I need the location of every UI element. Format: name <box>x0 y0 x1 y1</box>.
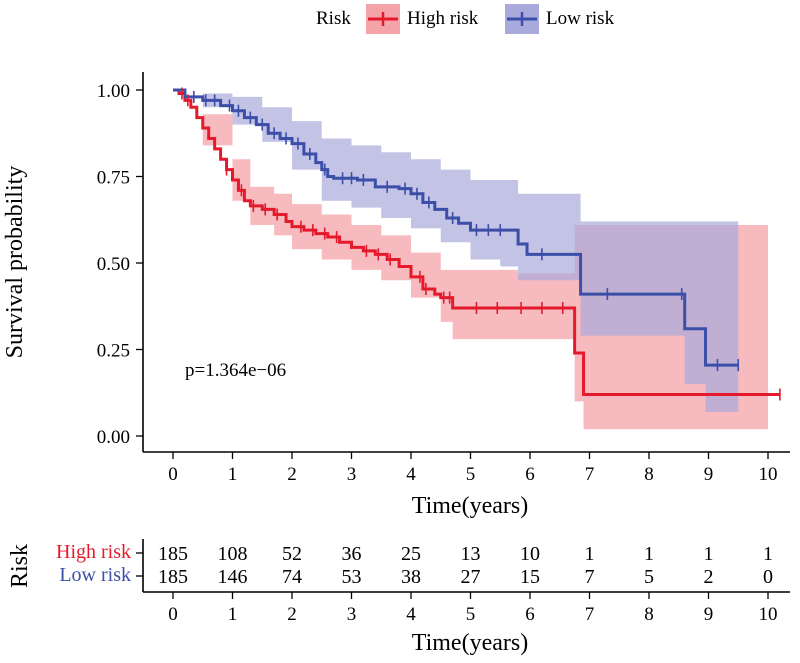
risk-table-ylabel: Risk <box>7 544 33 588</box>
risk-x-tick-label: 8 <box>644 604 654 625</box>
y-tick-label: 1.00 <box>97 81 130 102</box>
risk-x-tick-label: 7 <box>585 604 595 625</box>
x-axis-ticks: 0 1 2 3 4 5 6 7 8 9 10 <box>168 452 778 485</box>
risk-cell: 1 <box>585 543 595 565</box>
risk-cell: 74 <box>282 566 302 588</box>
risk-cell: 108 <box>218 543 248 565</box>
legend-key-high-risk <box>366 4 400 34</box>
risk-x-tick-label: 4 <box>406 604 416 625</box>
ci-band-low-risk <box>173 90 739 412</box>
x-tick-label: 9 <box>704 464 714 485</box>
x-tick-label: 1 <box>228 464 238 485</box>
y-axis-ticks: 0.00 0.25 0.50 0.75 1.00 <box>97 81 143 448</box>
x-tick-label: 0 <box>168 464 178 485</box>
risk-x-tick-label: 9 <box>704 604 714 625</box>
x-tick-label: 7 <box>585 464 595 485</box>
risk-cell: 1 <box>763 543 773 565</box>
ci-band-high-risk <box>173 90 768 430</box>
x-tick-label: 5 <box>466 464 476 485</box>
risk-row-label-high: High risk <box>56 541 131 563</box>
legend-key-low-risk <box>505 4 539 34</box>
risk-cell: 185 <box>158 543 188 565</box>
risk-x-tick-label: 1 <box>228 604 238 625</box>
risk-cell: 15 <box>520 566 540 588</box>
legend-title: Risk <box>316 8 351 29</box>
risk-x-tick-label: 0 <box>168 604 178 625</box>
risk-cell: 7 <box>585 566 595 588</box>
risk-cell: 185 <box>158 566 188 588</box>
legend: Risk High risk Low risk <box>316 4 615 34</box>
censor-marks <box>181 87 781 401</box>
survival-curves <box>173 88 780 396</box>
x-tick-label: 4 <box>406 464 416 485</box>
risk-cell: 25 <box>401 543 421 565</box>
risk-cell: 1 <box>704 543 714 565</box>
risk-cell: 27 <box>461 566 481 588</box>
risk-cell: 38 <box>401 566 421 588</box>
x-tick-label: 2 <box>287 464 297 485</box>
risk-cell: 0 <box>763 566 773 588</box>
x-tick-label: 10 <box>759 464 778 485</box>
legend-label-high-risk: High risk <box>407 8 479 29</box>
x-tick-label: 8 <box>644 464 654 485</box>
survival-curve-low-risk <box>173 88 739 367</box>
confidence-bands <box>173 90 768 430</box>
risk-cell: 52 <box>282 543 302 565</box>
y-tick-label: 0.50 <box>97 254 130 275</box>
risk-table-x-ticks: 0 1 2 3 4 5 6 7 8 9 10 <box>168 592 778 625</box>
risk-cell: 1 <box>644 543 654 565</box>
risk-cell: 146 <box>218 566 248 588</box>
risk-cell: 36 <box>342 543 362 565</box>
y-tick-label: 0.25 <box>97 341 130 362</box>
x-tick-label: 6 <box>525 464 535 485</box>
risk-row-label-low: Low risk <box>59 564 131 586</box>
risk-cell: 10 <box>520 543 540 565</box>
p-value-annotation: p=1.364e−06 <box>185 360 286 381</box>
risk-x-tick-label: 6 <box>525 604 535 625</box>
x-axis-title: Time(years) <box>412 493 528 519</box>
risk-table: Risk High risk Low risk 185 108 52 36 25 13 10… <box>7 539 790 656</box>
risk-cell: 2 <box>704 566 714 588</box>
survival-curve-high-risk <box>173 88 780 396</box>
y-axis-title: Survival probability <box>2 166 28 359</box>
risk-x-tick-label: 2 <box>287 604 297 625</box>
y-tick-label: 0.00 <box>97 427 130 448</box>
x-tick-label: 3 <box>347 464 357 485</box>
risk-x-tick-label: 3 <box>347 604 357 625</box>
risk-table-xlabel: Time(years) <box>412 630 528 656</box>
risk-cell: 13 <box>461 543 481 565</box>
risk-cell: 5 <box>644 566 654 588</box>
y-tick-label: 0.75 <box>97 168 130 189</box>
risk-x-tick-label: 10 <box>759 604 778 625</box>
risk-cell: 53 <box>342 566 362 588</box>
legend-label-low-risk: Low risk <box>546 8 615 29</box>
risk-x-tick-label: 5 <box>466 604 476 625</box>
